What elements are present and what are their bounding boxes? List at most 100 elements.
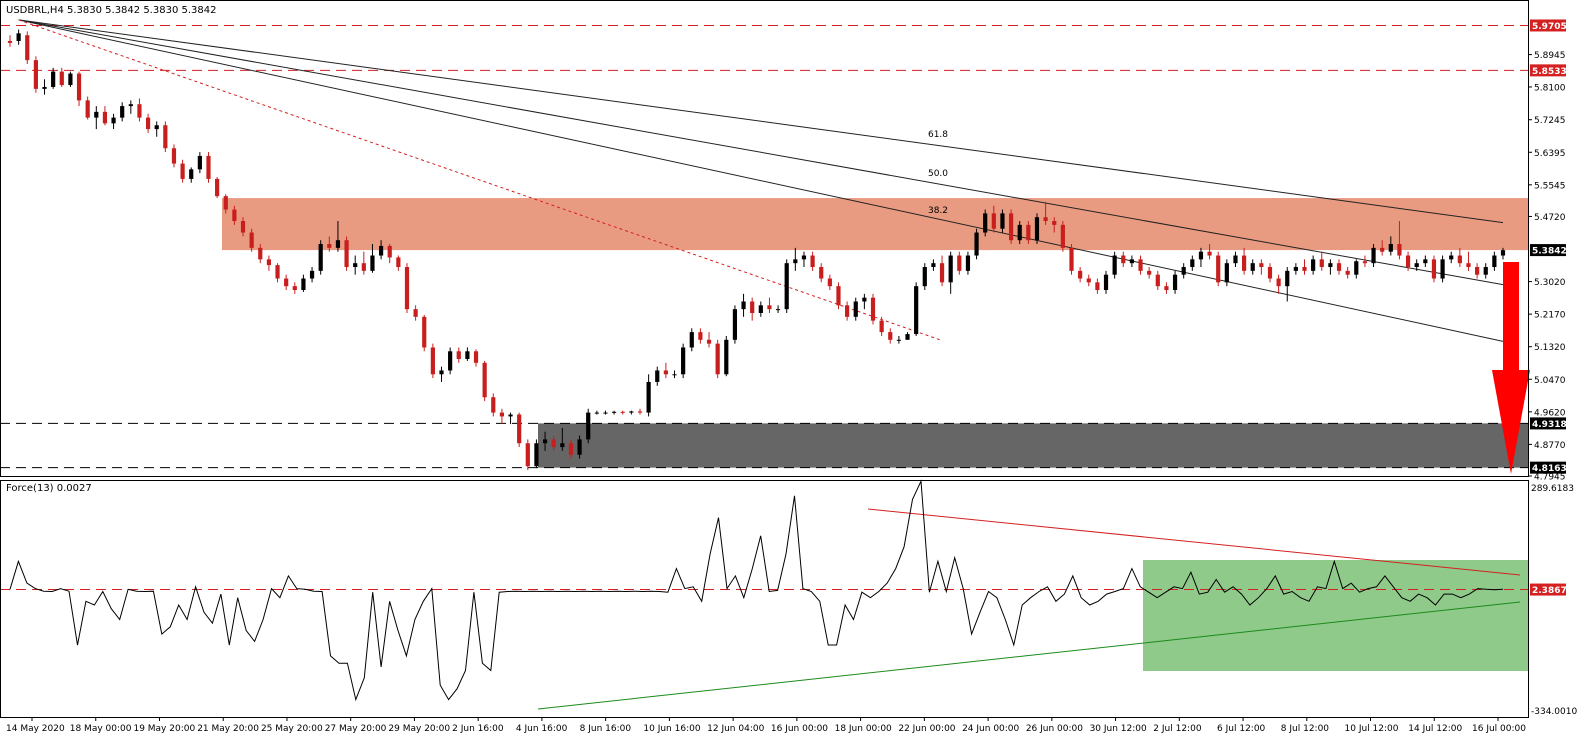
bear-candle <box>25 35 30 61</box>
fib-level-label: 50.0 <box>928 169 948 179</box>
bull-candle <box>1483 267 1488 275</box>
bear-candle <box>1078 270 1083 279</box>
down-arrow-shaft <box>1503 262 1519 372</box>
bear-candle <box>499 412 505 417</box>
x-tick-label: 6 Jul 12:00 <box>1217 724 1266 734</box>
bear-candle <box>1069 247 1074 271</box>
bull-candle <box>741 301 746 310</box>
bull-candle <box>1172 274 1178 291</box>
bear-candle <box>637 411 643 413</box>
bull-candle <box>1492 255 1497 268</box>
price-level-label-bg <box>1530 417 1566 430</box>
x-tick-label: 26 Jun 00:00 <box>1026 724 1083 734</box>
x-tick-label: 2 Jul 12:00 <box>1153 724 1202 734</box>
bull-candle <box>1500 250 1506 256</box>
price-level-label: 4.8163 <box>1532 464 1567 474</box>
y-tick-label: 5.4720 <box>1534 213 1566 223</box>
y-tick-label: 5.7245 <box>1534 116 1566 126</box>
x-tick-label: 18 Jun 00:00 <box>835 724 892 734</box>
bull-candle <box>689 332 694 348</box>
bull-candle <box>1000 213 1005 229</box>
bull-candle <box>197 155 202 170</box>
bear-candle <box>620 411 625 413</box>
x-tick-label: 14 May 2020 <box>6 724 65 734</box>
bull-candle <box>655 370 660 382</box>
bear-candle <box>232 209 237 222</box>
bear-candle <box>163 125 168 149</box>
bull-candle <box>128 104 133 107</box>
force-max-label: 289.6183 <box>1531 484 1574 494</box>
y-tick-label: 5.8100 <box>1534 83 1566 93</box>
bull-candle <box>594 412 599 414</box>
bull-candle <box>577 439 582 455</box>
bull-candle <box>1414 263 1419 268</box>
bull-candle <box>1190 259 1195 268</box>
chart-header: USDBRL,H4 5.3830 5.3842 5.3830 5.3842 <box>6 5 216 16</box>
bull-candle <box>1311 259 1316 271</box>
force-resistance-trendline <box>867 508 1521 576</box>
bull-candle <box>646 381 651 413</box>
bull-candle <box>784 263 789 310</box>
bear-candle <box>706 339 712 344</box>
bear-candle <box>249 232 254 248</box>
bear-candle <box>396 257 401 268</box>
bear-candle <box>836 286 841 306</box>
bear-candle <box>1397 244 1402 256</box>
bear-candle <box>1302 267 1307 271</box>
bear-candle <box>1155 274 1160 287</box>
bull-candle <box>1112 255 1117 275</box>
x-tick-label: 8 Jul 12:00 <box>1281 724 1330 734</box>
bear-candle <box>698 332 703 340</box>
bear-candle <box>767 305 772 310</box>
bear-candle <box>1362 261 1368 264</box>
bear-candle <box>102 111 108 124</box>
bull-candle <box>335 240 341 248</box>
bull-candle <box>542 439 548 444</box>
x-tick-label: 22 Jun 00:00 <box>898 724 955 734</box>
force-consolidation-zone <box>1143 560 1528 671</box>
bull-candle <box>681 347 686 375</box>
bull-candle <box>309 270 315 279</box>
bear-candle <box>430 347 435 375</box>
bull-candle <box>560 443 565 448</box>
price-level-label: 4.9318 <box>1532 420 1567 430</box>
force-level-label-bg <box>1530 583 1566 596</box>
bull-candle <box>1388 244 1393 252</box>
bear-candle <box>957 255 962 271</box>
bull-candle <box>1250 263 1255 271</box>
bull-candle <box>1440 259 1445 279</box>
x-tick-label: 10 Jul 12:00 <box>1345 724 1399 734</box>
bull-candle <box>1354 261 1359 275</box>
bull-candle <box>111 117 116 124</box>
x-tick-label: 14 Jul 12:00 <box>1408 724 1462 734</box>
bull-candle <box>974 232 979 256</box>
force-panel-border <box>0 480 1529 718</box>
bull-candle <box>1285 270 1290 287</box>
bull-candle <box>42 86 47 89</box>
bear-candle <box>240 221 246 233</box>
bear-candle <box>888 332 893 340</box>
bear-candle <box>387 245 392 258</box>
bear-candle <box>1345 270 1350 275</box>
x-tick-label: 29 May 20:00 <box>388 724 450 734</box>
bull-candle <box>931 263 936 268</box>
bear-candle <box>215 178 220 197</box>
bear-candle <box>404 267 410 310</box>
bull-candle <box>801 255 807 260</box>
bear-candle <box>1431 259 1437 279</box>
bear-candle <box>180 163 185 179</box>
bull-candle <box>1224 263 1229 283</box>
bull-candle <box>1371 247 1376 264</box>
bull-candle <box>378 245 384 256</box>
bull-candle <box>1103 274 1109 291</box>
bear-candle <box>1207 251 1212 256</box>
bear-candle <box>663 370 668 375</box>
bull-candle <box>603 412 608 414</box>
bull-candle <box>439 370 444 375</box>
bear-candle <box>284 278 289 287</box>
bear-candle <box>1475 267 1480 275</box>
bull-candle <box>948 255 953 283</box>
x-tick-label: 8 Jun 16:00 <box>580 724 632 734</box>
